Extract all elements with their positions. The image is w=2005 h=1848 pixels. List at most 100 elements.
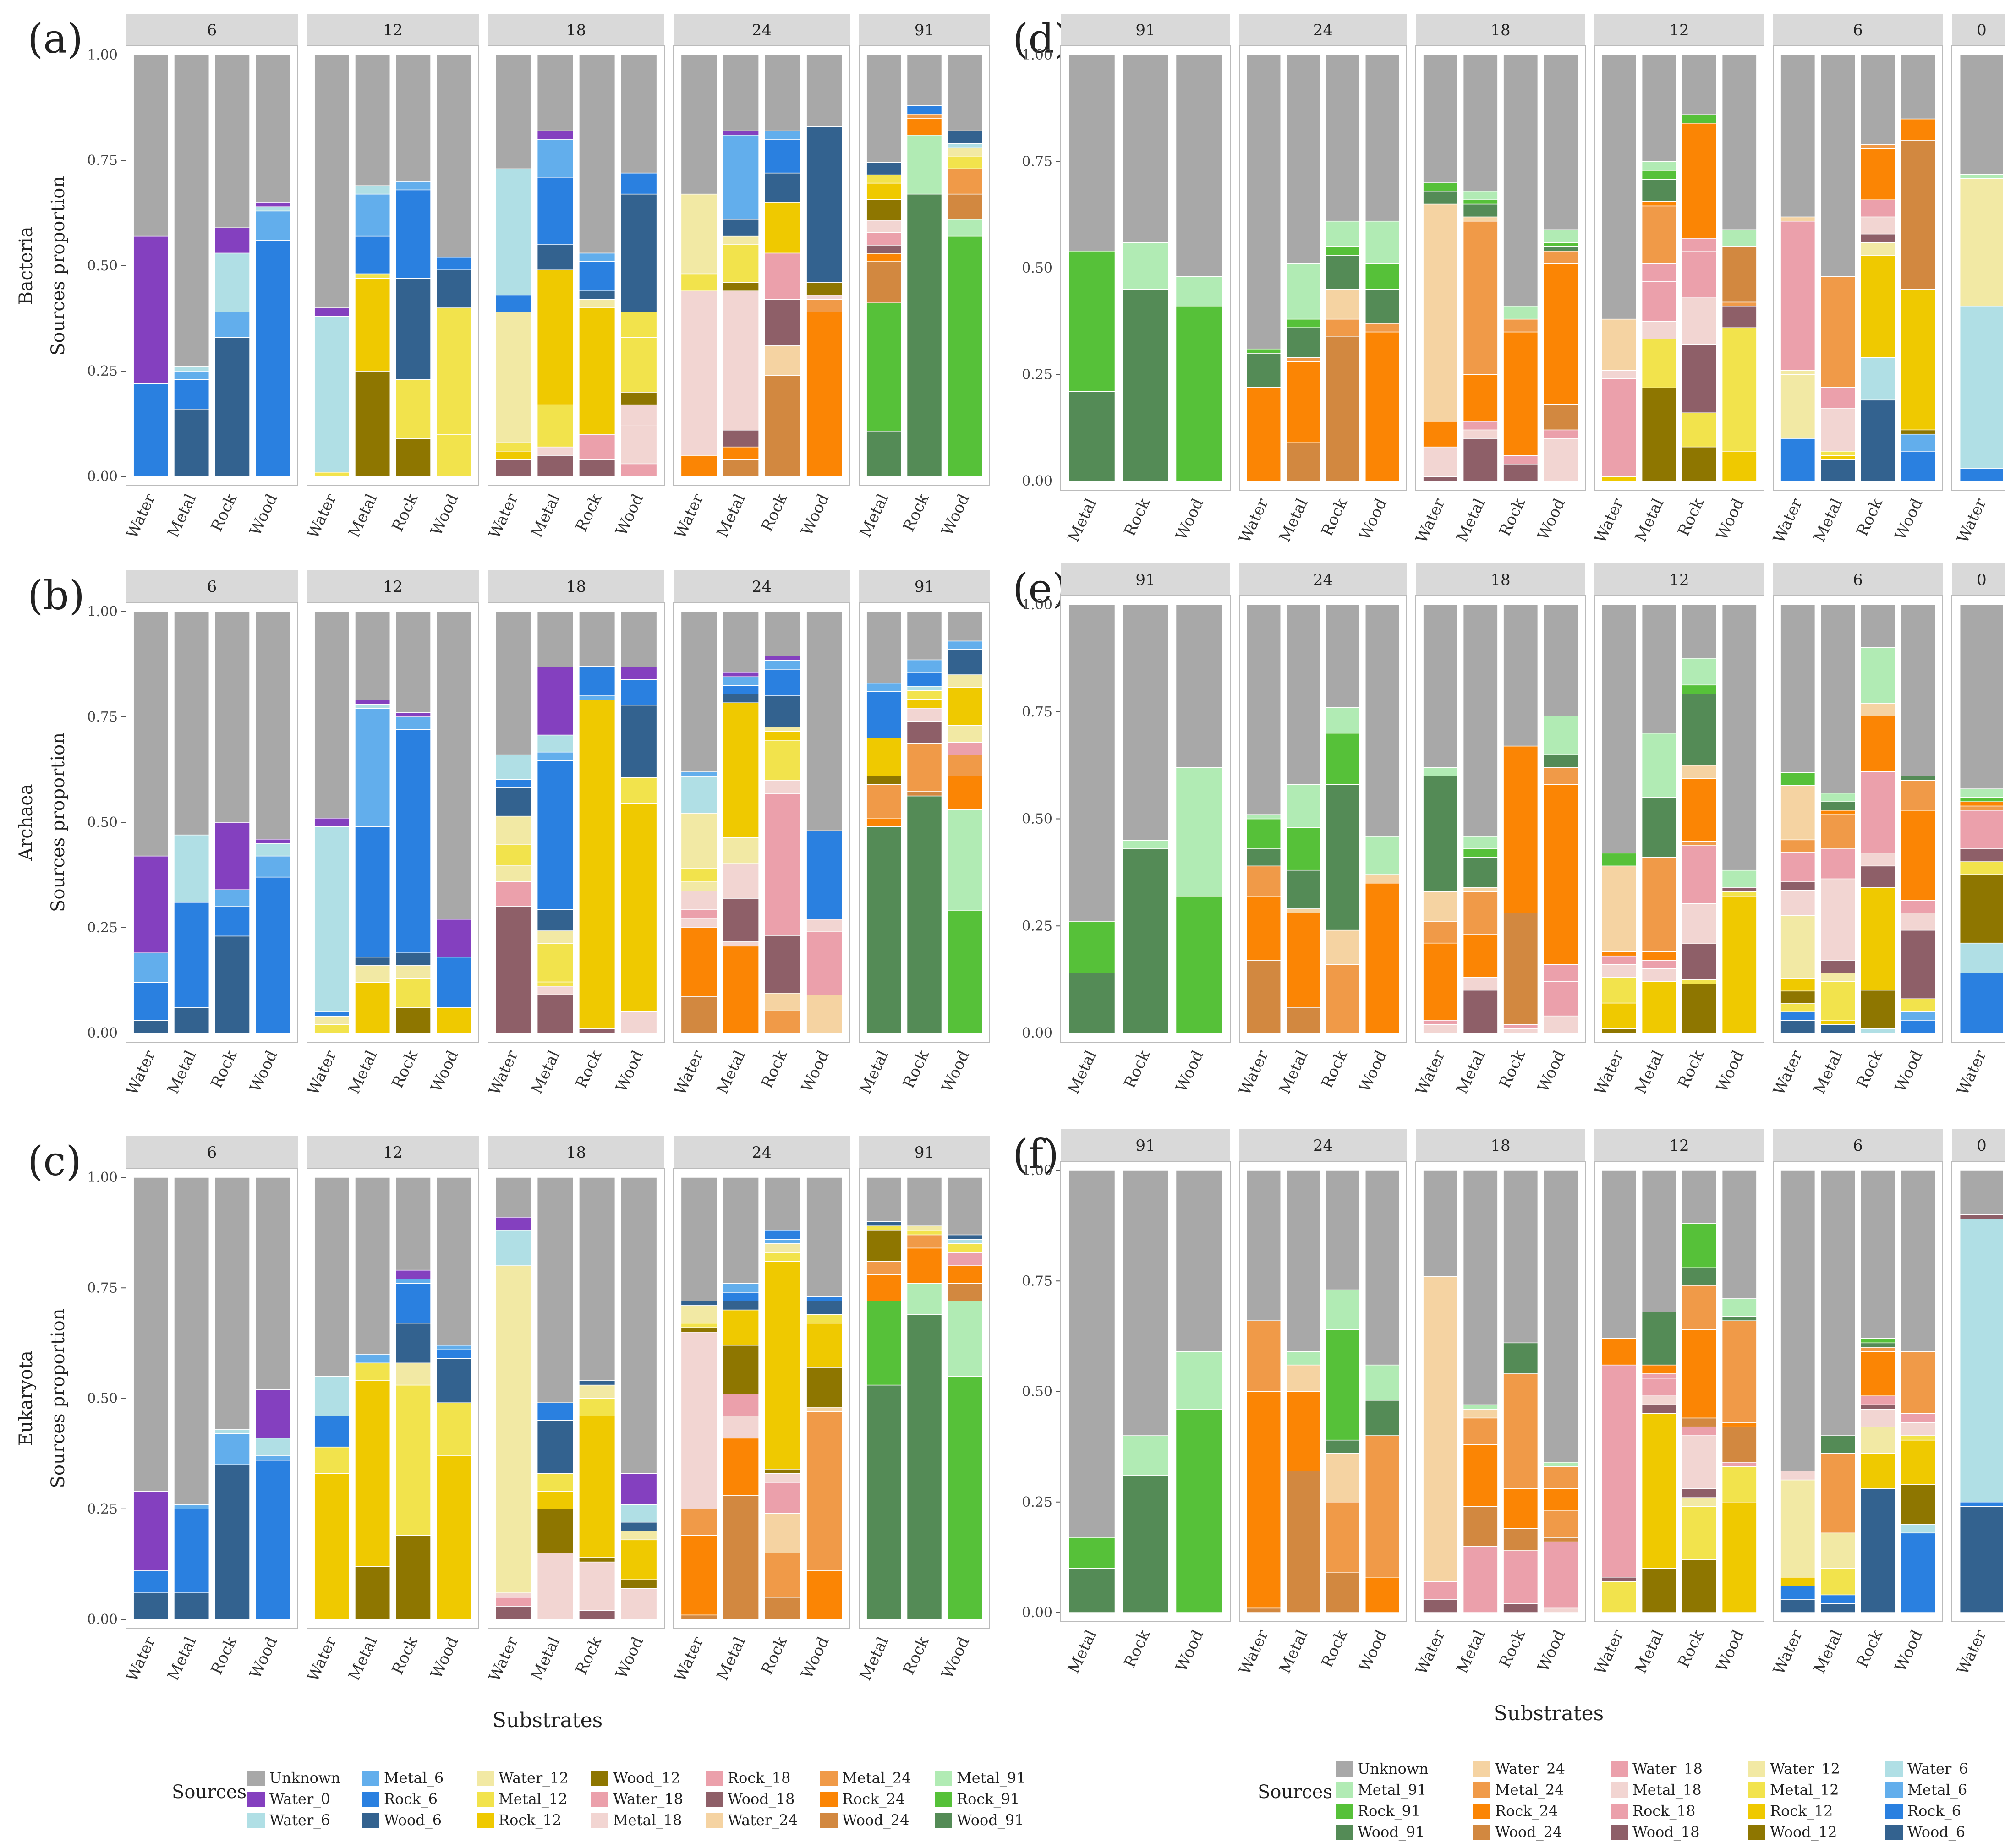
bar-rock <box>906 611 942 1033</box>
bar-segment-wood_6 <box>436 1358 472 1403</box>
legend-swatch-metal_18 <box>591 1813 608 1828</box>
x-tick-label: Metal <box>1453 1627 1489 1676</box>
bar-segment-unknown <box>1068 55 1116 252</box>
bar-segment-rock_24 <box>1682 778 1717 842</box>
bar-segment-wood_18 <box>1721 887 1757 892</box>
bar-segment-wood_12 <box>764 1469 801 1474</box>
bar-segment-metal_6 <box>355 1354 391 1364</box>
legend-title: Sources <box>172 1782 247 1803</box>
bar-metal <box>355 611 391 1033</box>
bar-segment-rock_6 <box>1780 438 1816 481</box>
facet-strip <box>859 14 990 46</box>
x-tick-label: Wood <box>938 1048 973 1095</box>
x-tick-label: Water <box>1954 1627 1990 1677</box>
facet-strip-label: 12 <box>1669 21 1689 39</box>
bar-wood <box>1543 1170 1578 1613</box>
bar-segment-wood_6 <box>722 1301 759 1311</box>
bar-segment-water_18 <box>947 742 983 755</box>
bar-segment-rock_24 <box>866 253 902 262</box>
bar-segment-unknown <box>1286 604 1321 785</box>
bar-segment-unknown <box>1543 1170 1578 1463</box>
bar-segment-metal_18 <box>722 1416 759 1439</box>
facet-0: 0 Water <box>1951 563 2005 1098</box>
x-tick-label: Metal <box>528 1634 564 1683</box>
bar-segment-wood_6 <box>1860 1488 1896 1613</box>
bar-segment-wood_91 <box>1503 1342 1539 1374</box>
bar-wood <box>806 611 843 1033</box>
facet-strip-label: 6 <box>207 578 217 596</box>
bar-metal <box>1463 55 1498 481</box>
x-tick-label: Metal <box>1632 496 1667 545</box>
bar-segment-rock_12 <box>1780 978 1816 992</box>
bar-segment-metal_18 <box>1463 977 1498 991</box>
bar-segment-water_0 <box>133 235 169 384</box>
bar-segment-metal_12 <box>1900 1435 1936 1441</box>
x-tick-label: Metal <box>856 1634 892 1683</box>
bar-segment-wood_18 <box>1780 881 1816 891</box>
bar-segment-unknown <box>1122 55 1169 243</box>
bar-segment-unknown <box>537 611 574 667</box>
bar-rock <box>1122 55 1169 481</box>
bar-segment-metal_6 <box>866 683 902 692</box>
bar-metal <box>1641 1170 1677 1613</box>
bar-segment-wood_91 <box>1860 1342 1896 1348</box>
bar-segment-wood_91 <box>1068 973 1116 1033</box>
facet-strip <box>1773 14 1943 46</box>
x-tick-label: Rock <box>1496 1048 1529 1091</box>
bar-segment-metal_18 <box>1543 1607 1578 1613</box>
bar-segment-unknown <box>1959 604 2004 789</box>
bar-segment-wood_6 <box>1820 459 1856 481</box>
facet-strip <box>488 1136 664 1168</box>
bar-segment-metal_18 <box>1780 1471 1816 1481</box>
bar-segment-unknown <box>1365 1170 1400 1366</box>
x-tick-label: Metal <box>856 1048 892 1097</box>
facet-12: 12 Water Metal Rock Wood <box>304 570 479 1098</box>
bar-rock <box>1122 604 1169 1033</box>
bar-segment-water_18 <box>1641 281 1677 322</box>
facet-24: 24 Water Metal Rock Wood <box>1236 1129 1407 1678</box>
bar-segment-water_12 <box>1780 370 1816 375</box>
panel-label: (e) <box>1013 565 1068 612</box>
bar-segment-water_0 <box>495 1217 532 1231</box>
facet-strip-label: 12 <box>383 21 403 39</box>
legend-entry: Water_0 <box>269 1790 330 1808</box>
bar-segment-metal_12 <box>537 404 574 448</box>
bar-segment-metal_91 <box>1286 1351 1321 1366</box>
bar-segment-rock_6 <box>1780 1586 1816 1600</box>
bar-metal <box>1286 55 1321 481</box>
legend-swatch-rock_18 <box>706 1771 723 1786</box>
x-tick-label: Rock <box>389 491 422 535</box>
bar-segment-rock_24 <box>722 446 759 460</box>
bar-segment-metal_24 <box>1543 767 1578 785</box>
bar-segment-rock_91 <box>1959 797 2004 802</box>
bar-segment-rock_12 <box>314 1473 350 1620</box>
bar-segment-unknown <box>764 55 801 131</box>
y-tick-label: 0.25 <box>1022 918 1052 934</box>
bar-segment-water_0 <box>436 919 472 958</box>
bar-segment-wood_18 <box>1682 344 1717 413</box>
legend-entry: Metal_91 <box>957 1769 1026 1787</box>
bar-segment-rock_12 <box>764 731 801 741</box>
bar-segment-rock_18 <box>1601 1364 1637 1578</box>
x-tick-label: Wood <box>798 1634 833 1681</box>
facet-6: 6 Water Metal Rock Wood <box>123 14 298 541</box>
bar-segment-metal_91 <box>1365 220 1400 264</box>
bar-water <box>680 611 718 1033</box>
bar-rock <box>1122 1170 1169 1613</box>
bar-segment-rock_6 <box>1900 1532 1936 1613</box>
bar-segment-unknown <box>1860 55 1896 145</box>
bar-segment-wood_6 <box>1860 399 1896 481</box>
bar-segment-water_24 <box>764 1513 801 1553</box>
facet-strip <box>307 1136 479 1168</box>
bar-rock <box>214 55 250 477</box>
bar-wood <box>436 55 472 477</box>
bar-segment-water_18 <box>495 1597 532 1607</box>
bar-segment-rock_6 <box>395 1283 431 1324</box>
legend-swatch-water_6 <box>247 1813 265 1828</box>
bar-wood <box>806 1177 843 1620</box>
bar-segment-wood_24 <box>680 1614 718 1620</box>
y-tick-label: 1.00 <box>1022 1163 1052 1179</box>
x-tick-label: Metal <box>1276 496 1311 545</box>
bar-segment-unknown <box>866 55 902 163</box>
bar-segment-metal_24 <box>1721 301 1757 307</box>
